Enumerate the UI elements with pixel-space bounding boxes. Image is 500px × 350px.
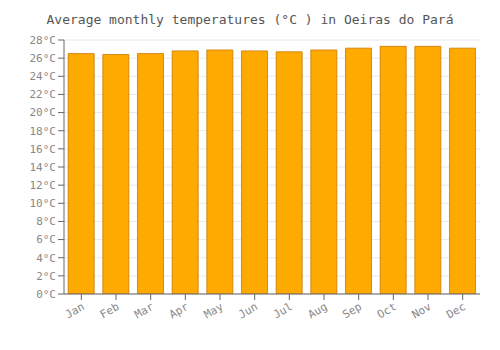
svg-text:28°C: 28°C	[30, 34, 57, 47]
svg-text:Feb: Feb	[98, 300, 122, 321]
svg-text:12°C: 12°C	[30, 179, 57, 192]
svg-text:24°C: 24°C	[30, 70, 57, 83]
svg-text:4°C: 4°C	[36, 252, 56, 265]
html-text:Average monthly temperatures (: Average monthly temperatures (°C ) in Oe…	[46, 12, 454, 27]
svg-text:Mar: Mar	[132, 300, 156, 321]
svg-text:10°C: 10°C	[30, 197, 57, 210]
svg-text:Nov: Nov	[410, 300, 434, 321]
svg-text:6°C: 6°C	[36, 233, 56, 246]
svg-text:Jan: Jan	[63, 300, 87, 321]
svg-text:Oct: Oct	[375, 300, 399, 321]
svg-text:8°C: 8°C	[36, 215, 56, 228]
svg-text:Sep: Sep	[340, 300, 364, 321]
svg-text:Aug: Aug	[306, 300, 330, 321]
svg-text:14°C: 14°C	[30, 161, 57, 174]
svg-text:Apr: Apr	[167, 300, 191, 321]
svg-text:May: May	[202, 300, 226, 321]
svg-text:2°C: 2°C	[36, 270, 56, 283]
svg-text:26°C: 26°C	[30, 52, 57, 65]
svg-text:16°C: 16°C	[30, 143, 57, 156]
svg-text:0°C: 0°C	[36, 288, 56, 301]
svg-text:20°C: 20°C	[30, 106, 57, 119]
svg-text:Dec: Dec	[444, 300, 468, 321]
svg-text:18°C: 18°C	[30, 125, 57, 138]
svg-text:Jun: Jun	[236, 300, 260, 321]
svg-text:22°C: 22°C	[30, 88, 57, 101]
svg-text:Jul: Jul	[271, 300, 295, 321]
